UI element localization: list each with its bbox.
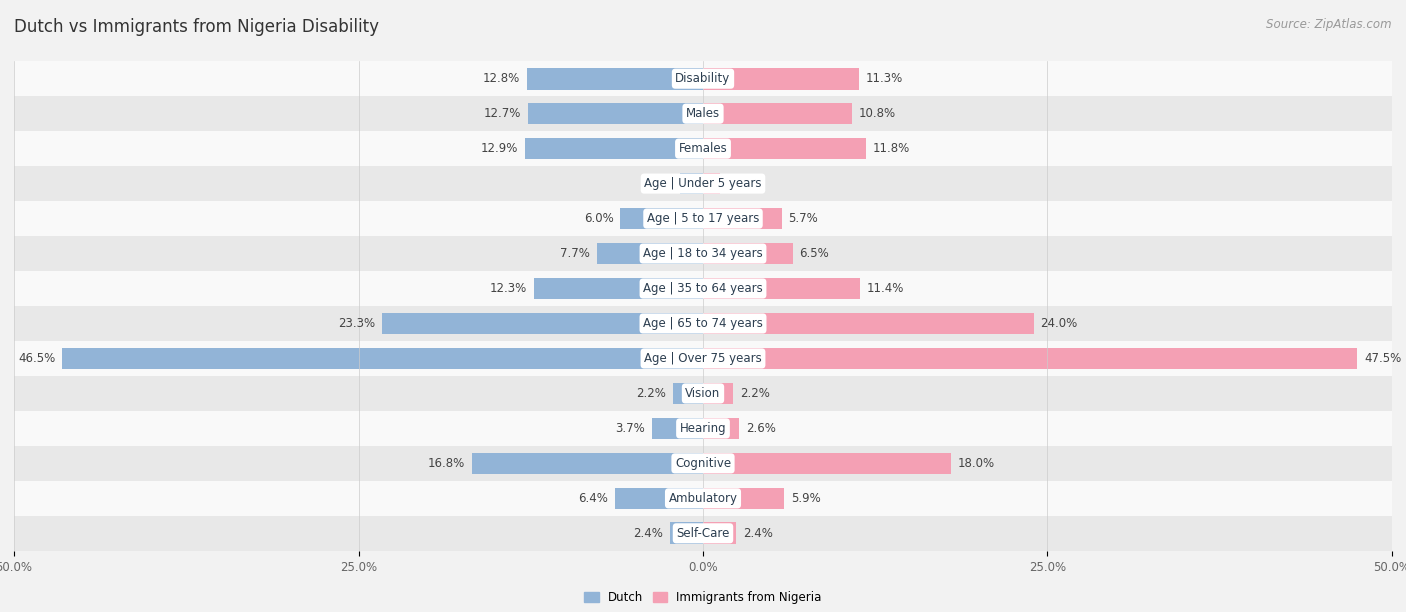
Bar: [14, 341, 1392, 376]
Bar: [669, 523, 703, 544]
Text: Vision: Vision: [685, 387, 721, 400]
Text: 6.5%: 6.5%: [800, 247, 830, 260]
Text: Age | Under 5 years: Age | Under 5 years: [644, 177, 762, 190]
Text: Source: ZipAtlas.com: Source: ZipAtlas.com: [1267, 18, 1392, 31]
Text: Age | 18 to 34 years: Age | 18 to 34 years: [643, 247, 763, 260]
Text: 6.4%: 6.4%: [578, 492, 607, 505]
Bar: [703, 207, 782, 230]
Bar: [533, 278, 703, 299]
Bar: [14, 166, 1392, 201]
Text: Age | 35 to 64 years: Age | 35 to 64 years: [643, 282, 763, 295]
Text: 11.3%: 11.3%: [866, 72, 903, 85]
Bar: [614, 488, 703, 509]
Text: 46.5%: 46.5%: [18, 352, 55, 365]
Bar: [14, 271, 1392, 306]
Bar: [14, 96, 1392, 131]
Text: 2.4%: 2.4%: [742, 527, 773, 540]
Bar: [529, 103, 703, 124]
Bar: [14, 376, 1392, 411]
Bar: [382, 313, 703, 334]
Bar: [703, 417, 738, 439]
Text: 1.2%: 1.2%: [727, 177, 756, 190]
Bar: [14, 131, 1392, 166]
Bar: [620, 207, 703, 230]
Text: Self-Care: Self-Care: [676, 527, 730, 540]
Text: 2.4%: 2.4%: [633, 527, 664, 540]
Text: Age | Over 75 years: Age | Over 75 years: [644, 352, 762, 365]
Bar: [703, 348, 1358, 369]
Text: 1.7%: 1.7%: [643, 177, 672, 190]
Bar: [14, 61, 1392, 96]
Text: 12.9%: 12.9%: [481, 142, 519, 155]
Text: Age | 65 to 74 years: Age | 65 to 74 years: [643, 317, 763, 330]
Text: Disability: Disability: [675, 72, 731, 85]
Bar: [703, 173, 720, 195]
Bar: [652, 417, 703, 439]
Bar: [14, 201, 1392, 236]
Bar: [703, 138, 866, 160]
Bar: [598, 243, 703, 264]
Text: 2.2%: 2.2%: [740, 387, 770, 400]
Text: 11.4%: 11.4%: [868, 282, 904, 295]
Text: Cognitive: Cognitive: [675, 457, 731, 470]
Text: 6.0%: 6.0%: [583, 212, 613, 225]
Bar: [703, 68, 859, 89]
Bar: [471, 452, 703, 474]
Text: Hearing: Hearing: [679, 422, 727, 435]
Bar: [703, 382, 734, 405]
Text: 2.2%: 2.2%: [636, 387, 666, 400]
Text: Females: Females: [679, 142, 727, 155]
Bar: [14, 516, 1392, 551]
Bar: [703, 278, 860, 299]
Text: 12.8%: 12.8%: [482, 72, 520, 85]
Bar: [14, 446, 1392, 481]
Text: 18.0%: 18.0%: [957, 457, 995, 470]
Bar: [14, 306, 1392, 341]
Bar: [527, 68, 703, 89]
Bar: [14, 411, 1392, 446]
Text: 23.3%: 23.3%: [337, 317, 375, 330]
Text: Age | 5 to 17 years: Age | 5 to 17 years: [647, 212, 759, 225]
Bar: [14, 236, 1392, 271]
Text: 7.7%: 7.7%: [560, 247, 591, 260]
Text: 47.5%: 47.5%: [1364, 352, 1402, 365]
Text: 5.7%: 5.7%: [789, 212, 818, 225]
Bar: [703, 488, 785, 509]
Text: 12.7%: 12.7%: [484, 107, 522, 120]
Bar: [679, 173, 703, 195]
Bar: [62, 348, 703, 369]
Text: 12.3%: 12.3%: [489, 282, 527, 295]
Text: 3.7%: 3.7%: [616, 422, 645, 435]
Text: 24.0%: 24.0%: [1040, 317, 1078, 330]
Bar: [703, 313, 1033, 334]
Bar: [703, 103, 852, 124]
Text: 2.6%: 2.6%: [745, 422, 776, 435]
Bar: [672, 382, 703, 405]
Legend: Dutch, Immigrants from Nigeria: Dutch, Immigrants from Nigeria: [579, 586, 827, 608]
Text: 11.8%: 11.8%: [873, 142, 910, 155]
Text: 10.8%: 10.8%: [859, 107, 896, 120]
Text: 16.8%: 16.8%: [427, 457, 464, 470]
Bar: [526, 138, 703, 160]
Text: Dutch vs Immigrants from Nigeria Disability: Dutch vs Immigrants from Nigeria Disabil…: [14, 18, 380, 36]
Text: 5.9%: 5.9%: [792, 492, 821, 505]
Bar: [703, 452, 950, 474]
Text: Ambulatory: Ambulatory: [668, 492, 738, 505]
Bar: [703, 523, 737, 544]
Text: Males: Males: [686, 107, 720, 120]
Bar: [14, 481, 1392, 516]
Bar: [703, 243, 793, 264]
